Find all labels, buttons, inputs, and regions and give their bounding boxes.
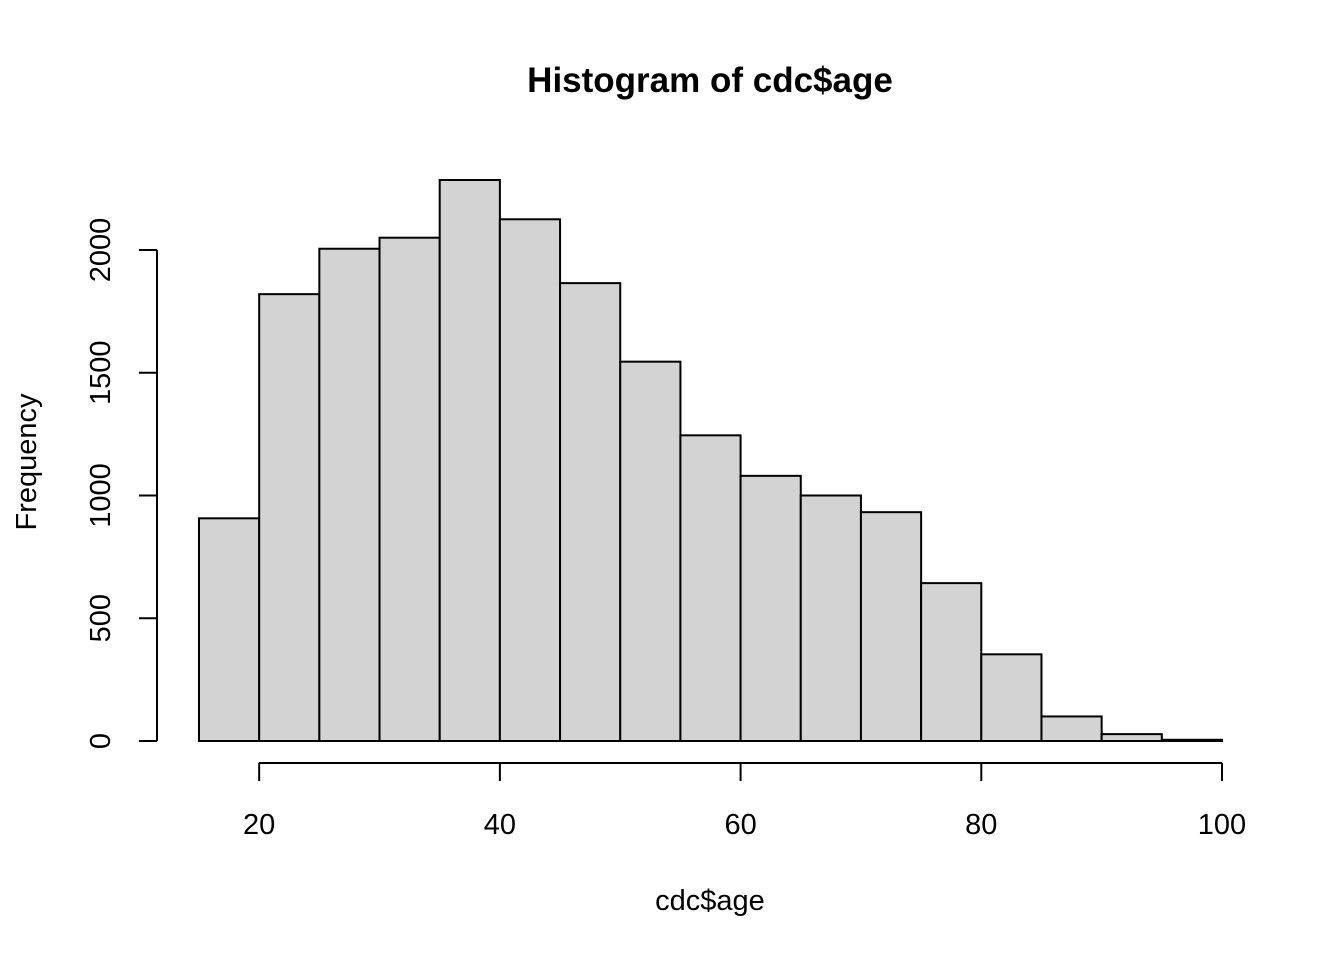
x-tick-label-100: 100 xyxy=(1198,809,1246,841)
x-axis: 20 40 60 80 100 xyxy=(243,762,1246,841)
histogram-bar-1 xyxy=(258,293,321,742)
histogram-bar-5 xyxy=(498,218,562,742)
histogram-bar-9 xyxy=(739,474,802,742)
histogram-bar-7 xyxy=(619,360,682,742)
histogram-bar-4 xyxy=(438,179,501,742)
y-axis-label: Frequency xyxy=(11,393,43,531)
histogram-bar-3 xyxy=(378,236,441,742)
y-tick-label-2000: 2000 xyxy=(85,218,117,283)
histogram-bar-6 xyxy=(559,282,622,742)
histogram-bar-13 xyxy=(980,653,1043,743)
chart-title: Histogram of cdc$age xyxy=(527,61,893,100)
x-tick-label-40: 40 xyxy=(484,809,516,841)
histogram-bar-0 xyxy=(198,517,261,742)
histogram-bar-16 xyxy=(1160,738,1223,743)
bars-group xyxy=(198,179,1223,743)
x-tick-label-80: 80 xyxy=(965,809,997,841)
y-axis: 0 500 1000 1500 2000 xyxy=(85,218,158,749)
histogram-bar-10 xyxy=(799,494,862,742)
histogram-bar-14 xyxy=(1040,715,1103,743)
x-axis-label: cdc$age xyxy=(655,885,765,917)
x-tick-label-60: 60 xyxy=(724,809,756,841)
histogram-bar-12 xyxy=(920,582,983,742)
y-tick-label-1500: 1500 xyxy=(85,340,117,405)
histogram-bar-8 xyxy=(679,434,742,742)
y-tick-label-1000: 1000 xyxy=(85,463,117,528)
histogram-bar-2 xyxy=(318,247,381,743)
x-tick-label-20: 20 xyxy=(243,809,275,841)
y-tick-label-500: 500 xyxy=(85,594,117,642)
histogram-bar-15 xyxy=(1100,733,1163,743)
y-tick-label-0: 0 xyxy=(85,733,117,749)
histogram-bar-11 xyxy=(859,511,923,742)
